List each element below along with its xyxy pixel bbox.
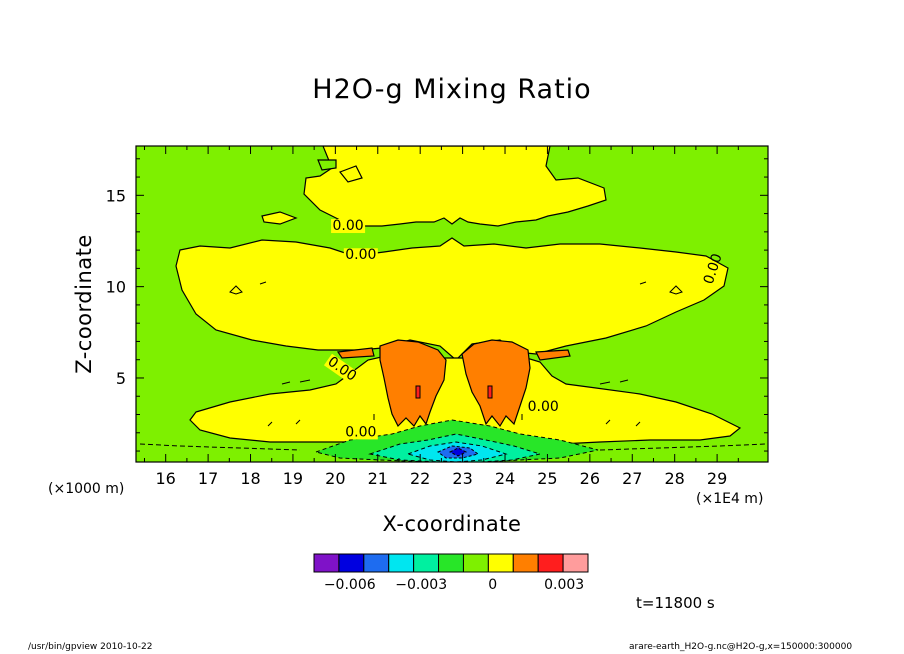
colorbar-swatch [462, 553, 489, 573]
colorbar-swatch [487, 553, 514, 573]
x-tick-label: 28 [665, 469, 685, 488]
x-tick-label: 17 [198, 469, 218, 488]
contour-label-bg [343, 248, 378, 263]
contour-fields [136, 146, 768, 462]
contour-label: 0.00 [332, 218, 363, 234]
x-tick-label: 18 [240, 469, 260, 488]
contour-region-yellow-small [261, 211, 298, 225]
contour-label: 0.00 [528, 399, 559, 415]
colorbar-tick-label: 0.003 [544, 577, 584, 593]
time-label: t=11800 s [636, 594, 715, 612]
x-tick-label: 26 [580, 469, 600, 488]
colorbar-swatch [512, 553, 539, 573]
footer-source: arare-earth_H2O-g.nc@H2O-g,x=150000:3000… [629, 642, 853, 652]
chart-title: H2O-g Mixing Ratio [312, 74, 592, 105]
contour-region-orange-core-left [379, 339, 447, 428]
contour-label-bg [323, 353, 360, 385]
contour-region-red [487, 385, 493, 399]
x-tick-label: 19 [283, 469, 303, 488]
x-scale-label: (×1E4 m) [696, 491, 764, 507]
contour-label-bg [331, 219, 366, 234]
x-tick-label: 20 [325, 469, 345, 488]
y-tick-label: 5 [116, 369, 126, 388]
contour-label-bg [343, 425, 378, 440]
x-axis-label: X-coordinate [382, 512, 522, 536]
colorbar-swatch [413, 553, 440, 573]
colorbar-swatch [363, 553, 390, 573]
colorbar-swatch [388, 553, 415, 573]
contour-label-bg [526, 399, 561, 414]
x-tick-label: 24 [495, 469, 515, 488]
x-tick-label: 25 [537, 469, 557, 488]
contour-region-blue [448, 447, 468, 457]
contour-region-orange-core-right [461, 339, 531, 428]
y-tick-label: 15 [106, 186, 126, 205]
contour-region-yellow-anvil [175, 237, 729, 361]
colorbar-tick-label: 0 [488, 577, 497, 593]
colorbar-swatch [562, 553, 589, 573]
y-axis: 5 10 15 [106, 158, 768, 452]
contour-label: 0.00 [345, 247, 376, 263]
colorbar-tick-label: −0.003 [395, 577, 447, 593]
contour-region-orange-side [336, 347, 375, 359]
colorbar-swatch [438, 553, 464, 573]
colorbar-swatch [313, 553, 340, 573]
x-tick-label: 21 [368, 469, 388, 488]
x-tick-label: 22 [410, 469, 430, 488]
contour-region-red [415, 385, 421, 399]
y-axis-label: Z-coordinate [72, 234, 96, 374]
contour-region-orange-side [535, 349, 571, 361]
colorbar: −0.006 −0.003 0 0.003 [313, 553, 589, 593]
x-tick-label: 23 [452, 469, 472, 488]
colorbar-tick-label: −0.006 [324, 577, 376, 593]
contour-detail [229, 281, 683, 427]
plot-frame [135, 145, 769, 463]
x-axis: 16 17 18 19 20 21 22 23 24 25 26 27 28 29 [143, 146, 739, 488]
y-tick-label: 10 [106, 278, 126, 297]
contour-region-yellow-upper [303, 146, 607, 227]
colorbar-swatch [537, 553, 564, 573]
contour-region-green-pocket [317, 159, 337, 171]
colorbar-swatch [338, 553, 365, 573]
contour-labels: 0.000.00 0.000.000.000.00 [323, 218, 726, 440]
contour-region-yellow-small [339, 165, 363, 183]
x-unit-label: (×1000 m) [48, 481, 125, 497]
x-tick-label: 16 [156, 469, 176, 488]
x-tick-label: 29 [707, 469, 727, 488]
contour-label: 0.00 [345, 424, 376, 440]
x-tick-label: 27 [622, 469, 642, 488]
surface-dashed-contour [139, 443, 767, 451]
footer-program: /usr/bin/gpview 2010-10-22 [28, 642, 153, 652]
